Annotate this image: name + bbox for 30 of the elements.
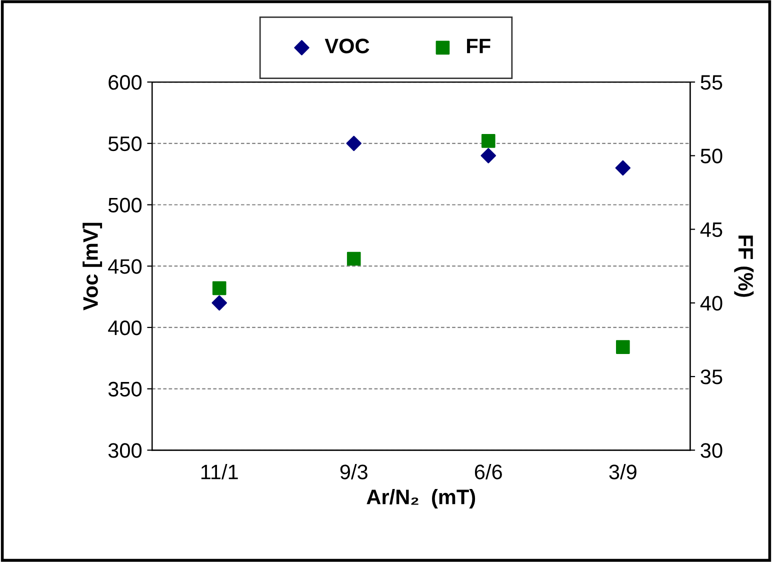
legend-label: VOC [324, 38, 370, 54]
x-tick-label: 9/3 [340, 464, 368, 480]
y2-tick-label: 30 [700, 443, 722, 458]
point [616, 340, 630, 354]
y2-tick-label: 50 [700, 148, 722, 164]
x-tick-label: 11/1 [201, 464, 238, 480]
point [346, 252, 361, 266]
y-axis-title: Voc [mV] [82, 222, 102, 310]
y-tick-label: 400 [108, 320, 142, 336]
y2-tick-label: 45 [700, 222, 722, 238]
y-tick-label: 350 [108, 382, 142, 397]
y-tick-label: 550 [108, 136, 142, 152]
point [212, 281, 226, 296]
point [480, 148, 496, 164]
y-tick-label: 500 [108, 198, 142, 213]
y2-axis-title: FF (%) [734, 236, 754, 297]
y2-tick-label: 35 [700, 370, 722, 384]
x-tick-label: 6/6 [474, 464, 502, 480]
point [615, 160, 631, 176]
point [481, 134, 496, 148]
y-tick-label: 450 [108, 259, 142, 274]
y2-tick-label: 55 [700, 75, 722, 90]
y-tick-label: 300 [108, 443, 142, 458]
legend-label: FF [467, 38, 490, 54]
y-tick-label: 600 [108, 75, 142, 90]
x-axis-title: Ar/N₂ (mT) [366, 489, 476, 508]
x-tick-label: 3/9 [609, 464, 636, 480]
y2-tick-label: 40 [700, 296, 722, 311]
point [346, 136, 362, 152]
point [212, 295, 227, 311]
